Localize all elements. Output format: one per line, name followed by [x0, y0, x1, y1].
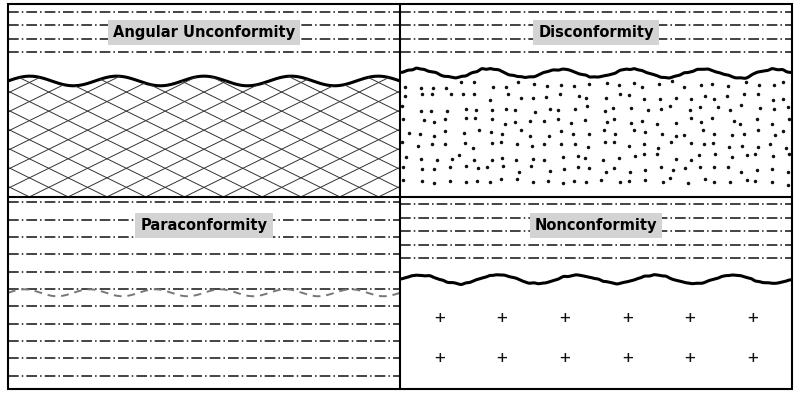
Text: Disconformity: Disconformity: [538, 25, 654, 40]
Text: +: +: [434, 309, 445, 327]
Text: +: +: [559, 349, 570, 367]
Text: +: +: [497, 309, 507, 327]
Text: +: +: [747, 309, 758, 327]
Text: +: +: [497, 349, 507, 367]
Text: +: +: [685, 309, 695, 327]
Text: Angular Unconformity: Angular Unconformity: [113, 25, 295, 40]
Text: +: +: [434, 349, 445, 367]
Polygon shape: [8, 76, 400, 196]
Text: Paraconformity: Paraconformity: [141, 218, 267, 233]
Text: +: +: [685, 349, 695, 367]
Text: +: +: [622, 309, 633, 327]
Text: Nonconformity: Nonconformity: [534, 218, 658, 233]
Text: +: +: [747, 349, 758, 367]
Text: +: +: [559, 309, 570, 327]
Text: +: +: [622, 349, 633, 367]
